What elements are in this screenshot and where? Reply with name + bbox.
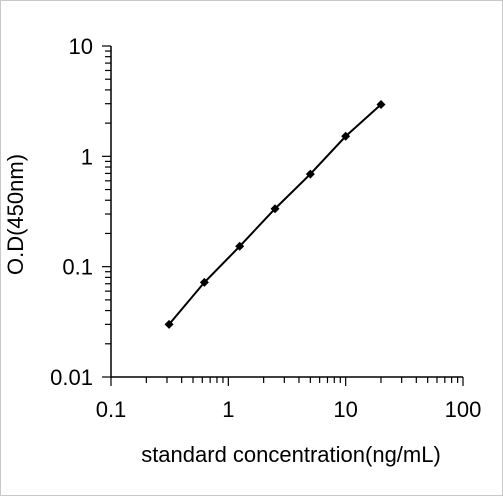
x-tick-label: 0.1 bbox=[96, 397, 127, 422]
data-point-marker bbox=[199, 277, 209, 287]
data-point-marker bbox=[305, 169, 315, 179]
data-point-marker bbox=[270, 204, 280, 214]
data-point-marker bbox=[164, 319, 174, 329]
series-line bbox=[168, 103, 382, 326]
data-point-marker bbox=[376, 99, 386, 109]
ticks-group bbox=[102, 45, 464, 386]
x-tick-label: 1 bbox=[222, 397, 234, 422]
x-tick-label: 10 bbox=[333, 397, 357, 422]
y-axis-title: O.D(450nm) bbox=[3, 154, 28, 275]
x-axis-title: standard concentration(ng/mL) bbox=[141, 442, 441, 467]
y-tick-label: 0.01 bbox=[50, 365, 93, 390]
data-point-marker bbox=[341, 131, 351, 141]
x-tick-label: 100 bbox=[445, 397, 482, 422]
data-point-marker bbox=[235, 241, 245, 251]
y-tick-label: 0.1 bbox=[62, 255, 93, 280]
axes-group bbox=[110, 46, 463, 378]
y-tick-label: 10 bbox=[69, 34, 93, 59]
y-tick-label: 1 bbox=[81, 144, 93, 169]
series-group bbox=[164, 99, 386, 329]
